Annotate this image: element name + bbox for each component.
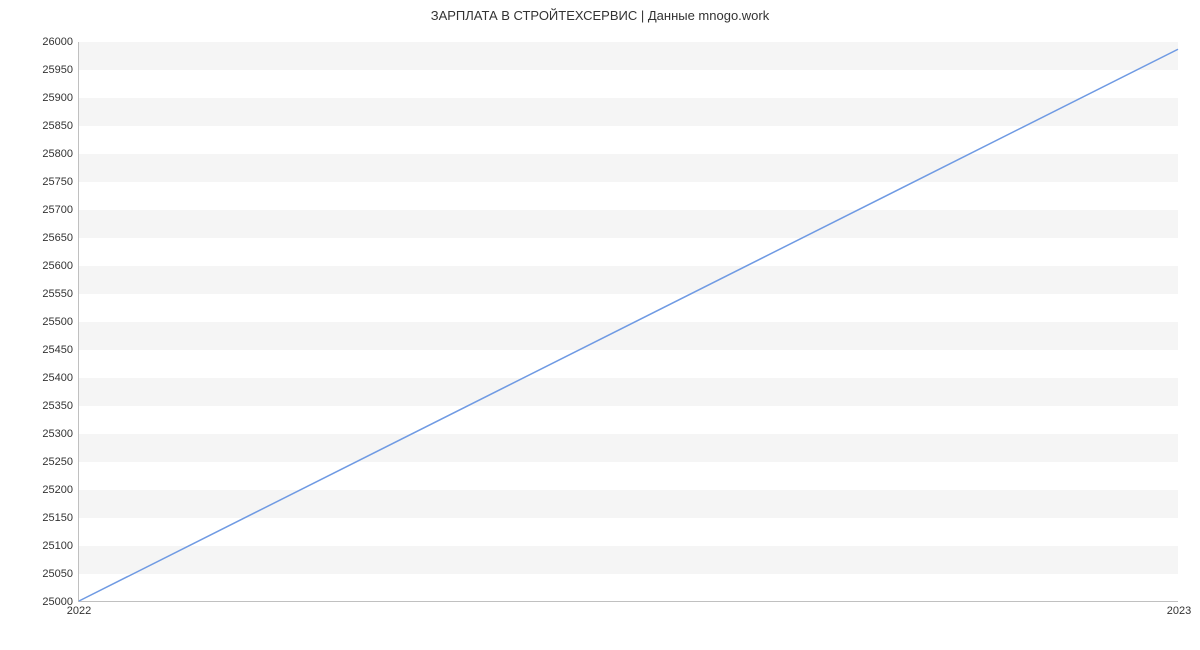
y-tick-label: 25300 bbox=[42, 428, 79, 440]
y-tick-label: 25550 bbox=[42, 288, 79, 300]
y-tick-label: 25700 bbox=[42, 204, 79, 216]
y-tick-label: 25400 bbox=[42, 372, 79, 384]
y-tick-label: 25200 bbox=[42, 484, 79, 496]
y-tick-label: 25600 bbox=[42, 260, 79, 272]
y-tick-label: 25900 bbox=[42, 92, 79, 104]
y-tick-label: 25950 bbox=[42, 64, 79, 76]
y-tick-label: 25050 bbox=[42, 568, 79, 580]
y-tick-label: 25500 bbox=[42, 316, 79, 328]
y-tick-label: 25100 bbox=[42, 540, 79, 552]
y-tick-label: 25450 bbox=[42, 344, 79, 356]
y-tick-label: 25850 bbox=[42, 120, 79, 132]
y-tick-label: 25250 bbox=[42, 456, 79, 468]
y-tick-label: 26000 bbox=[42, 36, 79, 48]
y-tick-label: 25350 bbox=[42, 400, 79, 412]
x-tick-label: 2022 bbox=[67, 601, 91, 617]
y-tick-label: 25750 bbox=[42, 176, 79, 188]
series-line bbox=[79, 42, 1178, 601]
y-tick-label: 25150 bbox=[42, 512, 79, 524]
chart-title: ЗАРПЛАТА В СТРОЙТЕХСЕРВИС | Данные mnogo… bbox=[0, 8, 1200, 23]
y-tick-label: 25650 bbox=[42, 232, 79, 244]
plot-area: 2500025050251002515025200252502530025350… bbox=[78, 42, 1178, 602]
x-tick-label: 2023 bbox=[1167, 601, 1191, 617]
salary-line-chart: ЗАРПЛАТА В СТРОЙТЕХСЕРВИС | Данные mnogo… bbox=[0, 0, 1200, 650]
y-tick-label: 25800 bbox=[42, 148, 79, 160]
